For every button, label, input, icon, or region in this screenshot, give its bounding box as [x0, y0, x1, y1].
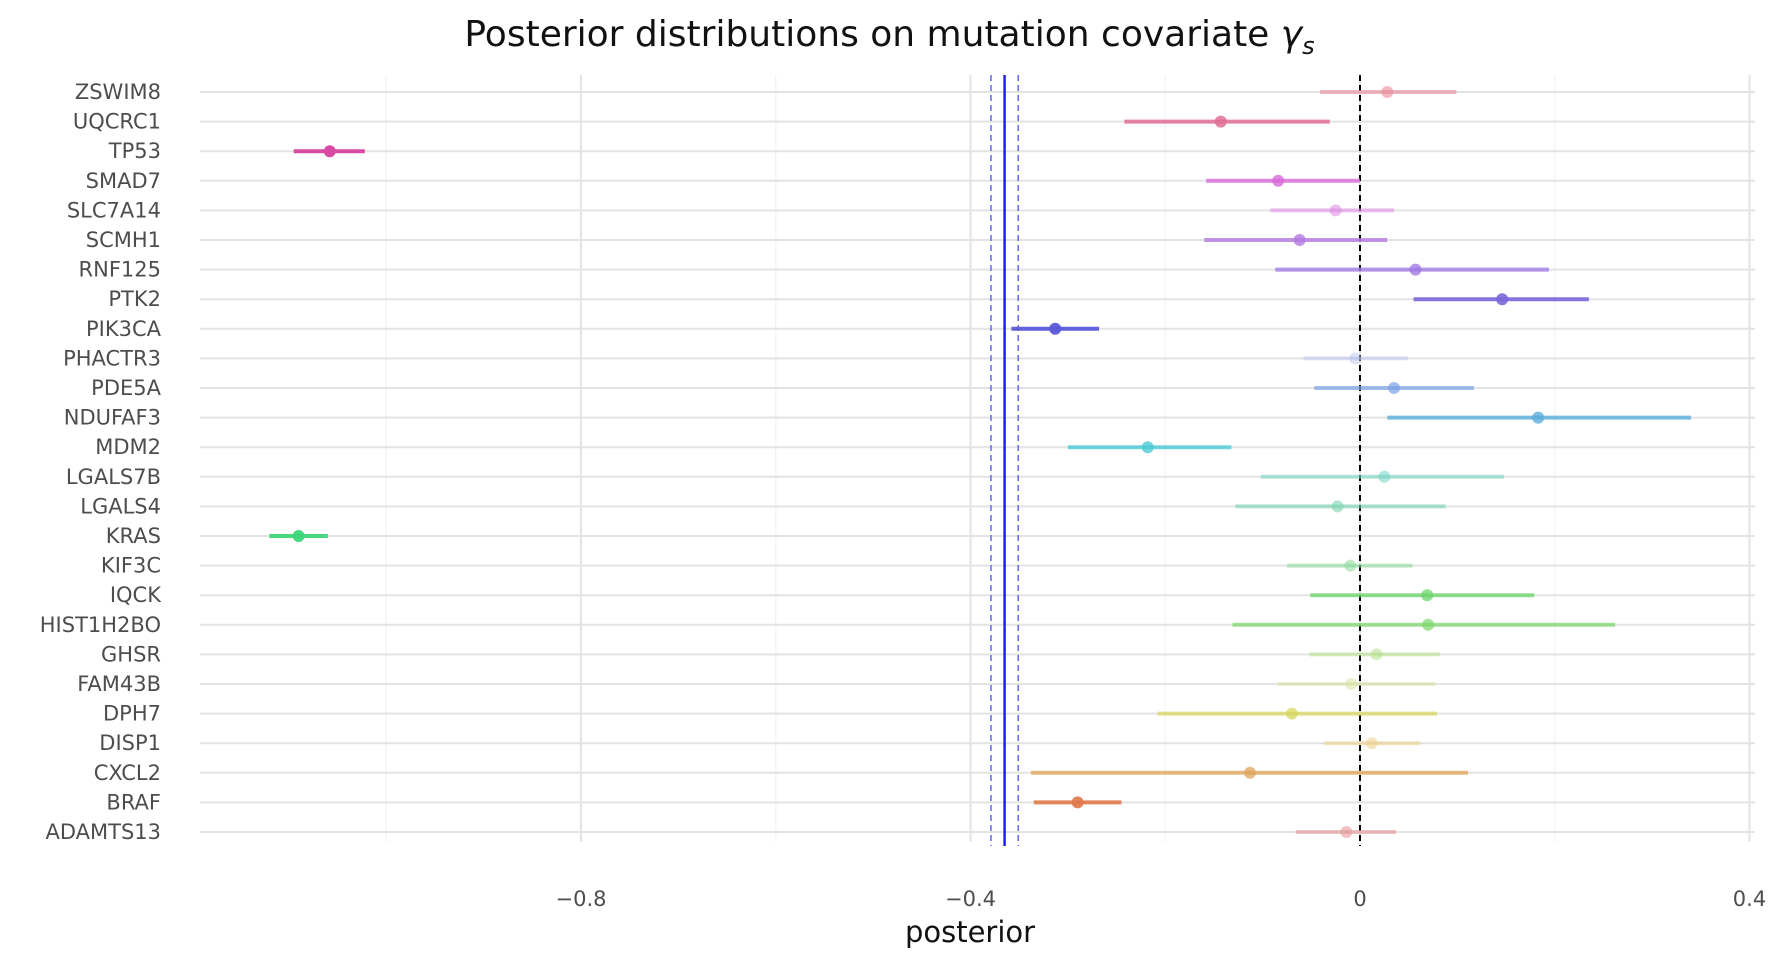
point-TP53 — [323, 145, 336, 158]
y-tick-label: PIK3CA — [86, 317, 162, 341]
x-tick-label: 0 — [1353, 887, 1366, 911]
point-GHSR — [1370, 648, 1383, 661]
point-KRAS — [292, 530, 305, 542]
y-tick-label: DISP1 — [99, 731, 161, 755]
x-tick-label: 0.4 — [1733, 887, 1766, 911]
point-PHACTR3 — [1349, 352, 1362, 365]
point-UQCRC1 — [1214, 115, 1227, 128]
y-tick-label: DPH7 — [103, 702, 161, 726]
y-tick-label: GHSR — [101, 642, 161, 666]
chart-title-subscript: s — [1302, 32, 1315, 61]
point-CXCL2 — [1243, 766, 1256, 779]
y-tick-label: NDUFAF3 — [64, 406, 161, 430]
y-tick-label: UQCRC1 — [73, 110, 161, 134]
point-NDUFAF3 — [1532, 411, 1545, 424]
point-ZSWIM8 — [1381, 86, 1394, 98]
point-PDE5A — [1388, 382, 1401, 394]
grid — [200, 75, 1755, 842]
y-tick-label: CXCL2 — [94, 761, 161, 785]
y-tick-label: RNF125 — [79, 258, 161, 282]
chart-title-symbol: γ — [1280, 14, 1303, 55]
point-IQCK — [1421, 589, 1434, 602]
point-PIK3CA — [1049, 322, 1062, 335]
y-tick-label: SLC7A14 — [67, 198, 161, 222]
point-PTK2 — [1496, 293, 1509, 306]
x-tick-label: −0.8 — [556, 887, 607, 911]
point-SCMH1 — [1293, 234, 1306, 246]
reference-lines — [990, 75, 1361, 846]
y-tick-label: TP53 — [108, 139, 161, 163]
point-RNF125 — [1409, 263, 1422, 276]
y-tick-label: ZSWIM8 — [75, 80, 161, 104]
point-FAM43B — [1345, 678, 1358, 690]
point-LGALS7B — [1378, 470, 1391, 483]
x-tick-label: −0.4 — [945, 887, 996, 911]
y-tick-label: MDM2 — [95, 435, 161, 459]
y-tick-label: IQCK — [110, 583, 162, 607]
y-tick-label: SCMH1 — [86, 228, 161, 252]
y-axis-labels: ZSWIM8 UQCRC1 TP53 SMAD7 SLC7A14 SCMH1 RNF125 P… — [40, 80, 162, 844]
x-axis-labels: −0.8 −0.4 0 0.4 — [556, 887, 1767, 911]
x-axis-title: posterior — [904, 915, 1036, 949]
y-tick-label: HIST1H2BO — [40, 613, 161, 637]
point-SMAD7 — [1272, 174, 1285, 187]
y-tick-label: LGALS4 — [80, 494, 161, 518]
y-tick-label: KIF3C — [101, 554, 161, 578]
point-ADAMTS13 — [1340, 826, 1353, 838]
point-KIF3C — [1344, 559, 1357, 572]
point-DPH7 — [1285, 707, 1298, 720]
y-tick-label: ADAMTS13 — [45, 820, 161, 844]
point-LGALS4 — [1331, 500, 1344, 513]
y-tick-label: PHACTR3 — [63, 346, 161, 370]
point-BRAF — [1071, 796, 1084, 809]
y-tick-label: PTK2 — [108, 287, 161, 311]
point-HIST1H2BO — [1422, 618, 1435, 631]
y-tick-label: KRAS — [106, 524, 161, 548]
y-tick-label: PDE5A — [91, 376, 161, 400]
point-DISP1 — [1365, 737, 1378, 750]
chart-title: Posterior distributions on mutation cova… — [0, 14, 1779, 60]
point-MDM2 — [1141, 441, 1154, 454]
y-tick-label: FAM43B — [77, 672, 161, 696]
chart-title-text: Posterior distributions on mutation cova… — [464, 14, 1270, 55]
y-tick-label: LGALS7B — [66, 465, 161, 489]
point-SLC7A14 — [1329, 204, 1342, 217]
interval-series — [269, 86, 1692, 838]
y-tick-label: BRAF — [106, 790, 161, 814]
y-tick-label: SMAD7 — [86, 169, 161, 193]
